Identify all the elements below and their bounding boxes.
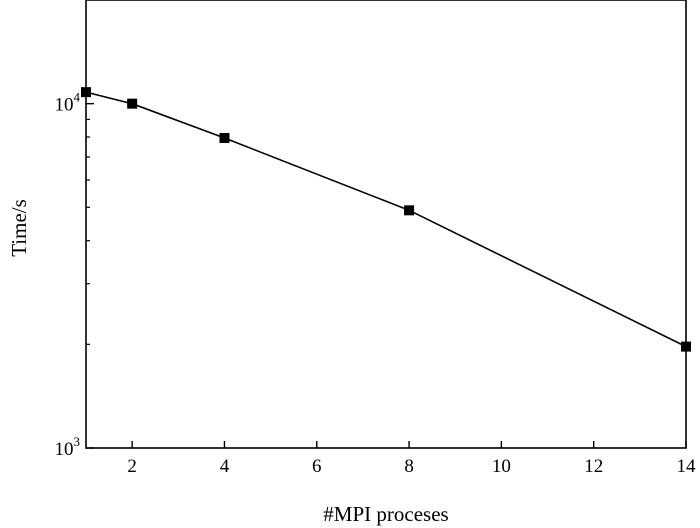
x-tick-labels: 2 4 6 8 10 12 14 — [127, 456, 696, 477]
x-axis-title: #MPI proceses — [323, 502, 448, 526]
y-tick-label: 104 — [55, 90, 81, 116]
x-tick-label: 2 — [127, 456, 137, 477]
data-point-marker — [219, 132, 230, 143]
y-tick-label: 103 — [55, 434, 81, 460]
series-line — [85, 91, 687, 348]
x-tick-label: 6 — [312, 456, 322, 477]
axis-ticks — [86, 102, 687, 449]
y-tick-labels: 103 104 — [55, 90, 81, 460]
plot-frame — [85, 0, 687, 449]
x-tick-label: 12 — [584, 456, 603, 477]
data-point-marker — [81, 87, 91, 98]
x-tick-label: 10 — [492, 456, 511, 477]
x-tick-label: 14 — [677, 456, 697, 477]
data-point-marker — [404, 205, 415, 216]
data-point-marker — [681, 341, 691, 352]
x-tick-label: 4 — [220, 456, 230, 477]
y-axis-title: Time/s — [7, 199, 31, 257]
data-point-marker — [127, 98, 138, 109]
series-markers — [81, 87, 691, 352]
x-tick-label: 8 — [404, 456, 414, 477]
